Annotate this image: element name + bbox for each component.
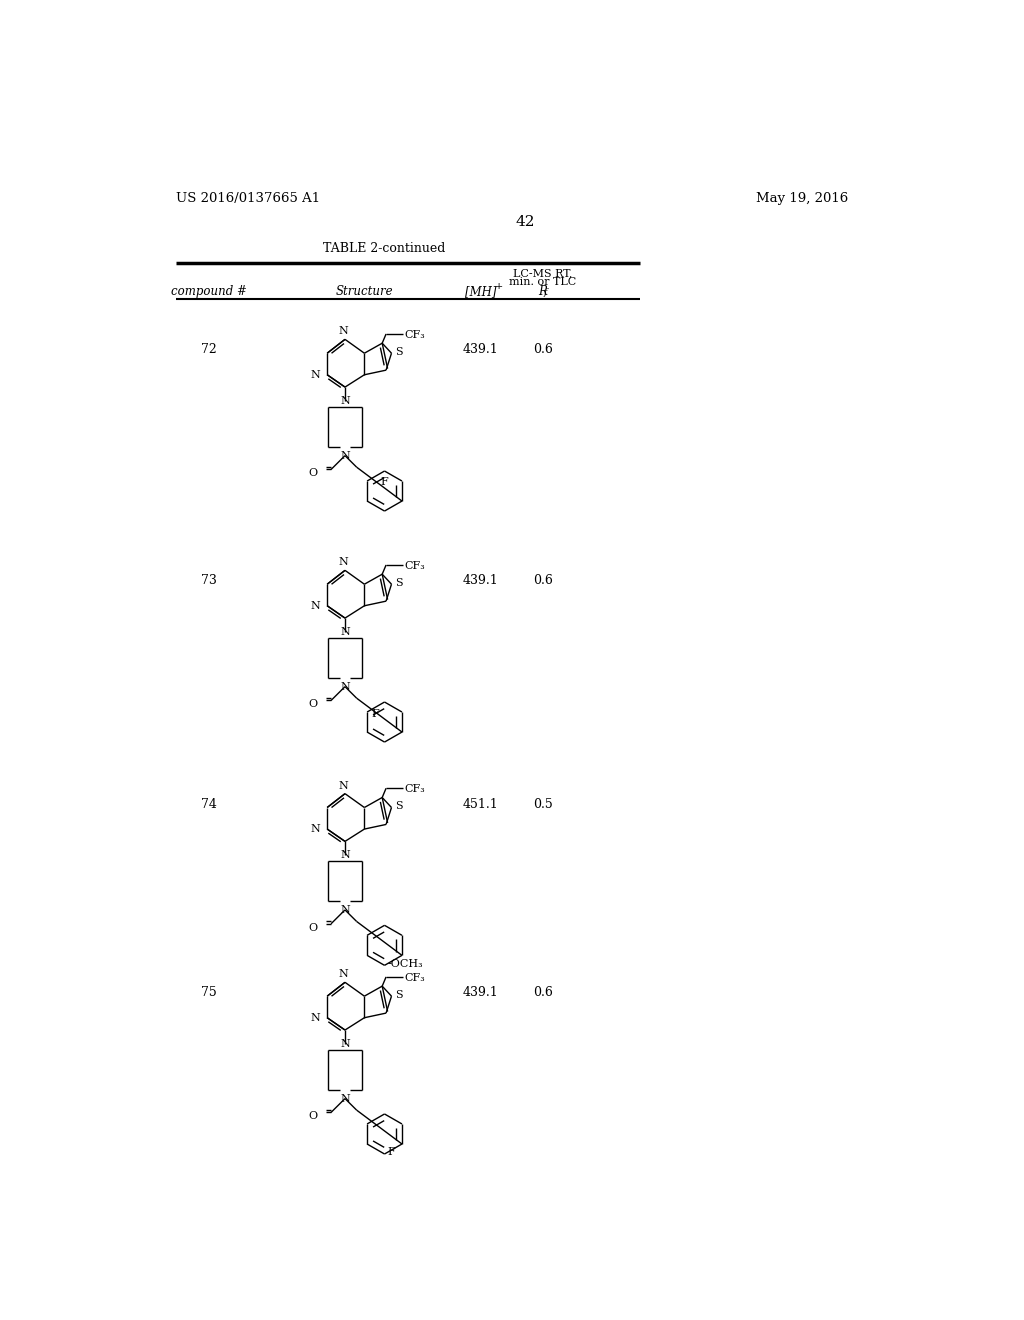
Text: CF₃: CF₃ — [404, 973, 425, 982]
Text: N: N — [310, 824, 321, 834]
Text: F: F — [388, 1147, 395, 1158]
Text: N: N — [340, 627, 350, 638]
Text: -OCH₃: -OCH₃ — [388, 958, 423, 969]
Text: 75: 75 — [202, 986, 217, 999]
Text: O: O — [308, 469, 317, 478]
Text: N: N — [310, 370, 321, 380]
Text: N: N — [340, 451, 350, 461]
Text: 439.1: 439.1 — [463, 986, 499, 999]
Text: F: F — [372, 709, 380, 718]
Text: 0.6: 0.6 — [532, 343, 553, 356]
Text: CF₃: CF₃ — [404, 561, 425, 570]
Text: O: O — [308, 700, 317, 709]
Text: CF₃: CF₃ — [404, 784, 425, 795]
Text: N: N — [339, 969, 348, 979]
Text: 439.1: 439.1 — [463, 574, 499, 587]
Text: 74: 74 — [202, 797, 217, 810]
Text: 439.1: 439.1 — [463, 343, 499, 356]
Text: N: N — [340, 850, 350, 861]
Text: 0.6: 0.6 — [532, 574, 553, 587]
Text: S: S — [395, 578, 403, 587]
Text: O: O — [308, 1111, 317, 1121]
Text: N: N — [310, 1012, 321, 1023]
Text: LC-MS RT,: LC-MS RT, — [513, 268, 572, 279]
Text: compound #: compound # — [171, 285, 248, 298]
Text: 0.5: 0.5 — [532, 797, 553, 810]
Text: CF₃: CF₃ — [404, 330, 425, 339]
Text: N: N — [339, 326, 348, 337]
Text: R: R — [538, 285, 547, 298]
Text: min. or TLC: min. or TLC — [509, 277, 577, 286]
Text: Structure: Structure — [336, 285, 393, 298]
Text: N: N — [340, 396, 350, 407]
Text: S: S — [395, 990, 403, 999]
Text: F: F — [381, 478, 388, 487]
Text: 73: 73 — [202, 574, 217, 587]
Text: +: + — [495, 282, 503, 292]
Text: N: N — [340, 1094, 350, 1104]
Text: 72: 72 — [202, 343, 217, 356]
Text: N: N — [339, 780, 348, 791]
Text: 0.6: 0.6 — [532, 986, 553, 999]
Text: US 2016/0137665 A1: US 2016/0137665 A1 — [176, 193, 321, 206]
Text: 42: 42 — [515, 215, 535, 230]
Text: N: N — [310, 601, 321, 611]
Text: 451.1: 451.1 — [463, 797, 499, 810]
Text: S: S — [395, 347, 403, 356]
Text: [MH]: [MH] — [465, 285, 497, 298]
Text: N: N — [340, 682, 350, 692]
Text: N: N — [340, 906, 350, 915]
Text: f: f — [544, 288, 547, 297]
Text: N: N — [340, 1039, 350, 1049]
Text: N: N — [339, 557, 348, 568]
Text: S: S — [395, 801, 403, 810]
Text: May 19, 2016: May 19, 2016 — [756, 193, 848, 206]
Text: TABLE 2-continued: TABLE 2-continued — [323, 242, 445, 255]
Text: O: O — [308, 923, 317, 933]
